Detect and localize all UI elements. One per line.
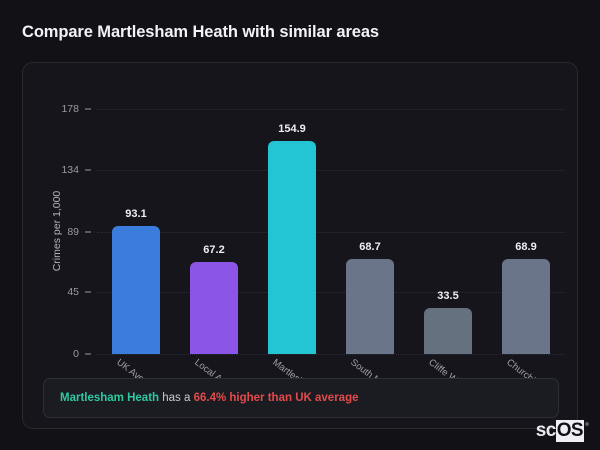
bar-value-label: 68.7 (359, 241, 381, 254)
bar-value-label: 93.1 (125, 207, 147, 220)
watermark-prefix: sc (535, 420, 557, 441)
bar[interactable] (267, 140, 317, 354)
bar[interactable] (111, 225, 161, 354)
y-tick-mark (85, 231, 91, 232)
bar[interactable] (189, 261, 239, 354)
y-tick-mark (85, 353, 91, 355)
y-tick-mark (85, 169, 91, 171)
bar-value-label: 67.2 (203, 243, 225, 256)
watermark-dot (585, 422, 589, 426)
insight-callout: Martlesham Heath has a 66.4% higher than… (43, 378, 559, 418)
insight-area-name: Martlesham Heath (60, 392, 160, 404)
insight-middle-text: has a (159, 392, 194, 404)
y-tick-label: 89 (67, 225, 79, 238)
y-axis-title: Crimes per 1,000 (51, 190, 63, 272)
gridline (97, 231, 565, 233)
bar-value-label: 154.9 (278, 122, 306, 135)
bar-value-label: 68.9 (515, 241, 537, 254)
page-title: Compare Martlesham Heath with similar ar… (22, 23, 380, 41)
chart-card: Crimes per 1,000 178 134 89 45 0 93.1 UK Avera… (22, 62, 578, 429)
bar[interactable] (423, 307, 473, 354)
y-tick-label: 178 (61, 103, 79, 115)
scos-watermark: sc OS (536, 420, 589, 442)
y-tick-label: 45 (67, 286, 79, 299)
gridline (97, 354, 565, 355)
bar[interactable] (345, 259, 395, 354)
bar[interactable] (501, 259, 551, 354)
plot-area: 178 134 89 45 0 93.1 UK Average 67.2 Local Area 1… (61, 103, 565, 400)
y-tick-label: 134 (61, 163, 79, 176)
gridline (97, 109, 565, 110)
y-tick-mark (85, 291, 91, 293)
bar-value-label: 33.5 (437, 289, 459, 302)
gridline (97, 292, 565, 294)
insight-text: Martlesham Heath has a 66.4% higher than… (60, 392, 359, 404)
y-tick-label: 0 (73, 348, 79, 360)
watermark-highlight: OS (555, 420, 584, 442)
insight-delta-text: 66.4% higher than UK average (193, 392, 359, 404)
gridline (97, 169, 565, 171)
y-tick-mark (85, 108, 91, 110)
